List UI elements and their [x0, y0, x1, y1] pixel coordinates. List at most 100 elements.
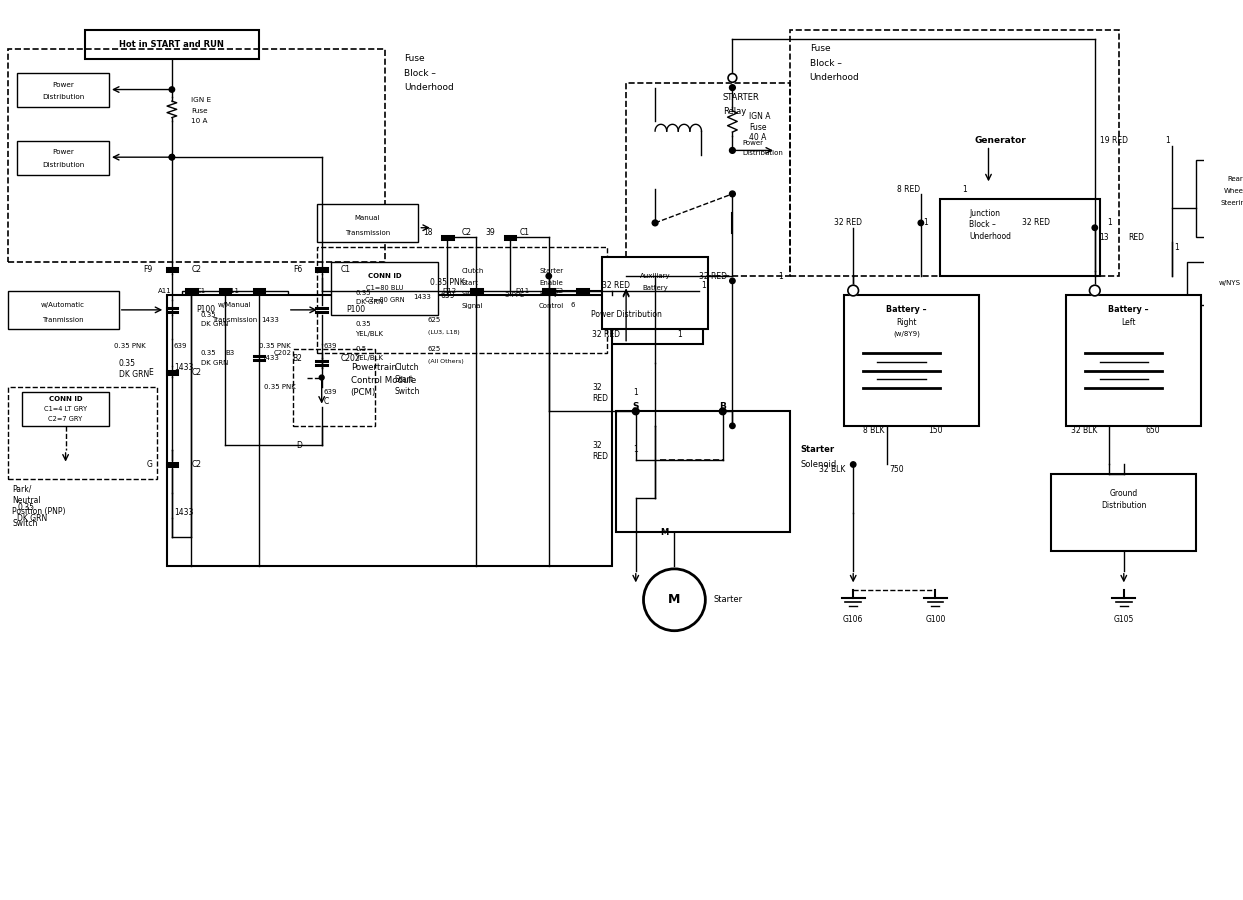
Text: 1: 1 — [1165, 136, 1170, 145]
Text: 625: 625 — [428, 346, 441, 352]
Text: IGN E: IGN E — [191, 97, 211, 104]
Text: 1433: 1433 — [174, 508, 193, 518]
Text: DK GRN: DK GRN — [119, 370, 149, 379]
Text: 639: 639 — [323, 389, 337, 395]
Text: Fuse: Fuse — [404, 54, 424, 63]
Text: Rear: Rear — [1227, 176, 1243, 183]
Circle shape — [848, 285, 859, 296]
Text: 3 PPL: 3 PPL — [506, 292, 525, 299]
Bar — [1065, 295, 1201, 426]
Bar — [22, 392, 109, 426]
Text: 639: 639 — [323, 343, 337, 348]
Text: Switch: Switch — [462, 292, 485, 297]
Text: 650: 650 — [1146, 427, 1160, 436]
Text: C2: C2 — [191, 265, 201, 274]
Text: (LU3, L18): (LU3, L18) — [428, 329, 460, 335]
Text: Block –: Block – — [404, 68, 436, 77]
Text: C2: C2 — [191, 460, 201, 469]
Text: 39: 39 — [486, 228, 496, 237]
Text: D12: D12 — [443, 287, 457, 293]
Text: Relay: Relay — [722, 107, 746, 116]
Circle shape — [730, 191, 736, 197]
Text: P100: P100 — [346, 305, 365, 314]
Text: 32 RED: 32 RED — [602, 281, 630, 290]
Text: C: C — [323, 397, 329, 406]
Text: Block –: Block – — [809, 58, 842, 68]
Text: 0.35: 0.35 — [119, 358, 135, 367]
Text: 0.35 PNK: 0.35 PNK — [259, 343, 291, 348]
Text: YEL/BLK: YEL/BLK — [355, 356, 384, 361]
Bar — [292, 348, 375, 426]
Text: C2: C2 — [191, 368, 201, 377]
Text: Distribution: Distribution — [42, 162, 85, 168]
Text: (All Others): (All Others) — [428, 358, 464, 364]
Text: C202: C202 — [273, 350, 291, 356]
Text: A11: A11 — [158, 287, 172, 293]
Text: Generator: Generator — [975, 136, 1025, 145]
Text: Park/: Park/ — [12, 484, 32, 493]
Text: 18: 18 — [424, 228, 433, 237]
Text: 19 RED: 19 RED — [1100, 136, 1127, 145]
Text: G100: G100 — [925, 615, 946, 624]
Text: Start: Start — [394, 375, 413, 384]
Text: 1: 1 — [701, 281, 706, 290]
Text: C2: C2 — [462, 228, 472, 237]
Text: w/Manual: w/Manual — [218, 302, 251, 308]
Text: 639: 639 — [440, 291, 455, 300]
Text: Battery –: Battery – — [886, 305, 926, 314]
Text: Starter: Starter — [713, 595, 742, 604]
Text: 625: 625 — [428, 317, 441, 322]
Text: Underhood: Underhood — [970, 232, 1011, 241]
Circle shape — [1093, 225, 1098, 230]
Bar — [1052, 474, 1196, 552]
Text: Control Module: Control Module — [351, 376, 416, 385]
Text: C202: C202 — [341, 354, 360, 363]
Text: 8 BLK: 8 BLK — [863, 427, 884, 436]
Circle shape — [169, 155, 174, 160]
Text: Underhood: Underhood — [404, 83, 454, 92]
Text: M: M — [660, 527, 669, 536]
Text: C1: C1 — [520, 228, 530, 237]
Text: RED: RED — [592, 453, 608, 462]
Text: Switch: Switch — [394, 387, 420, 396]
Text: 0.35: 0.35 — [355, 291, 372, 296]
Circle shape — [633, 408, 639, 415]
Text: w/NYS: w/NYS — [1219, 280, 1241, 286]
Text: Auxiliary: Auxiliary — [640, 273, 670, 279]
Circle shape — [1089, 285, 1100, 296]
Text: Start: Start — [462, 280, 479, 286]
Text: 0.35: 0.35 — [17, 503, 35, 512]
Text: P100: P100 — [196, 305, 215, 314]
Text: F9: F9 — [143, 265, 153, 274]
Bar — [7, 387, 158, 479]
Text: Power Distribution: Power Distribution — [590, 310, 661, 320]
Circle shape — [919, 220, 924, 226]
Text: DK GRN: DK GRN — [17, 514, 47, 523]
Text: F11: F11 — [226, 287, 240, 293]
Bar — [332, 262, 438, 315]
Text: M: M — [669, 593, 681, 607]
Text: 32 RED: 32 RED — [1022, 219, 1050, 228]
Text: 1: 1 — [1108, 219, 1111, 228]
Bar — [17, 140, 109, 175]
Text: 0.5: 0.5 — [355, 346, 367, 352]
Text: Position (PNP): Position (PNP) — [12, 508, 66, 517]
Circle shape — [644, 569, 705, 631]
Text: 1: 1 — [1175, 243, 1180, 252]
Text: 0.35 PNK: 0.35 PNK — [114, 343, 145, 348]
Text: 0.35 PNK: 0.35 PNK — [264, 384, 296, 391]
Text: C1: C1 — [196, 287, 206, 293]
Text: 32 BLK: 32 BLK — [1070, 427, 1098, 436]
Bar — [317, 203, 419, 242]
Text: Left: Left — [1121, 318, 1136, 327]
Text: 1433: 1433 — [261, 317, 278, 322]
Text: Power: Power — [742, 140, 763, 146]
Text: w/Automatic: w/Automatic — [41, 302, 86, 308]
Text: Fuse: Fuse — [191, 108, 208, 113]
Text: C1: C1 — [341, 265, 351, 274]
Bar — [85, 30, 259, 58]
Text: 1: 1 — [778, 272, 783, 281]
Text: DK GRN: DK GRN — [201, 321, 229, 328]
Text: Hot in START and RUN: Hot in START and RUN — [119, 40, 224, 49]
Text: 32: 32 — [592, 382, 602, 392]
